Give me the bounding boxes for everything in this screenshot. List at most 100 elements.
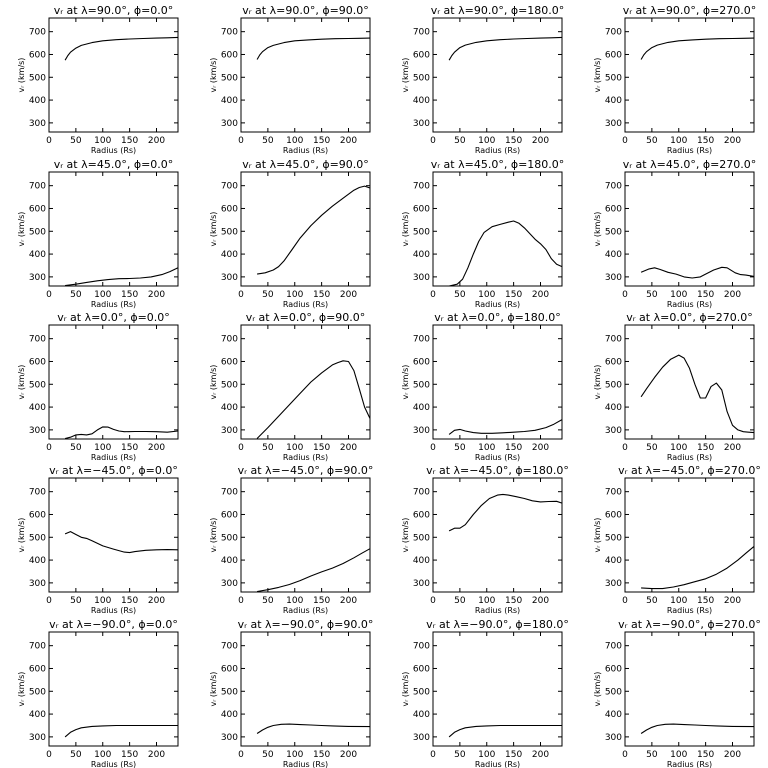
x-tick-label: 0 — [238, 443, 244, 453]
x-tick-label: 50 — [70, 750, 82, 760]
x-tick-label: 0 — [46, 443, 52, 453]
panel-title: vᵣ at λ=45.0°, ϕ=0.0° — [54, 158, 174, 171]
y-tick-label: 500 — [413, 380, 430, 390]
x-axis-label: Radius (Rs) — [91, 146, 136, 155]
series-line — [448, 493, 563, 532]
y-axis-label: vᵣ (km/s) — [593, 365, 602, 400]
x-tick-label: 0 — [238, 750, 244, 760]
y-tick-label: 600 — [29, 50, 46, 60]
x-tick-label: 50 — [454, 596, 466, 606]
x-tick-label: 50 — [70, 443, 82, 453]
y-tick-label: 400 — [413, 403, 430, 413]
x-tick-label: 200 — [148, 136, 165, 146]
x-tick-label: 150 — [121, 290, 138, 300]
panel-title: vᵣ at λ=0.0°, ϕ=180.0° — [434, 311, 561, 324]
y-tick-label: 600 — [29, 357, 46, 367]
y-tick-label: 700 — [413, 488, 430, 498]
series-line — [640, 266, 755, 279]
x-axis-label: Radius (Rs) — [91, 760, 136, 768]
y-axis-label: vᵣ (km/s) — [209, 212, 218, 247]
series-line — [64, 724, 178, 738]
series-line — [257, 548, 371, 593]
y-axis-label: vᵣ (km/s) — [401, 58, 410, 93]
panel-14: vᵣ at λ=−45.0°, ϕ=90.0° 0 50 100 150 200 300 40… — [209, 464, 373, 615]
y-tick-label: 500 — [605, 687, 622, 697]
y-tick-label: 600 — [605, 510, 622, 520]
x-tick-label: 50 — [646, 290, 658, 300]
y-tick-label: 500 — [29, 533, 46, 543]
y-tick-label: 700 — [413, 182, 430, 192]
panel-title: vᵣ at λ=−90.0°, ϕ=0.0° — [49, 618, 178, 631]
x-tick-label: 100 — [478, 290, 495, 300]
x-tick-label: 200 — [724, 290, 741, 300]
y-tick-label: 500 — [605, 380, 622, 390]
x-tick-label: 0 — [238, 596, 244, 606]
x-tick-label: 200 — [148, 750, 165, 760]
y-tick-label: 700 — [605, 642, 622, 652]
x-tick-label: 50 — [646, 750, 658, 760]
x-tick-label: 150 — [121, 443, 138, 453]
x-tick-label: 0 — [430, 596, 436, 606]
x-tick-label: 150 — [121, 136, 138, 146]
series-line — [448, 724, 562, 738]
x-axis-label: Radius (Rs) — [667, 146, 712, 155]
y-tick-label: 600 — [605, 664, 622, 674]
x-axis-label: Radius (Rs) — [667, 453, 712, 462]
x-tick-label: 0 — [46, 596, 52, 606]
y-axis-label: vᵣ (km/s) — [17, 672, 26, 707]
x-axis-label: Radius (Rs) — [91, 606, 136, 615]
x-tick-label: 150 — [313, 136, 330, 146]
y-tick-label: 600 — [413, 510, 430, 520]
plot-frame — [240, 171, 371, 287]
x-tick-label: 100 — [286, 136, 303, 146]
panel-8: vᵣ at λ=45.0°, ϕ=270.0° 0 50 100 150 200 300 40… — [593, 158, 756, 309]
panel-title: vᵣ at λ=0.0°, ϕ=0.0° — [57, 311, 170, 324]
x-tick-label: 50 — [454, 750, 466, 760]
y-tick-label: 400 — [221, 96, 238, 106]
y-tick-label: 700 — [29, 488, 46, 498]
y-tick-label: 400 — [605, 556, 622, 566]
x-tick-label: 150 — [121, 596, 138, 606]
x-tick-label: 200 — [148, 443, 165, 453]
x-tick-label: 50 — [646, 136, 658, 146]
panel-5: vᵣ at λ=45.0°, ϕ=0.0° 0 50 100 150 200 300 400 5… — [17, 158, 179, 309]
x-tick-label: 100 — [94, 290, 111, 300]
y-tick-label: 500 — [221, 73, 238, 83]
panel-title: vᵣ at λ=−90.0°, ϕ=180.0° — [426, 618, 569, 631]
panel-title: vᵣ at λ=90.0°, ϕ=0.0° — [54, 4, 174, 17]
series-line — [64, 531, 179, 554]
y-tick-label: 300 — [29, 426, 46, 436]
panel-16: vᵣ at λ=−45.0°, ϕ=270.0° 0 50 100 150 200 300 4… — [593, 464, 761, 615]
y-tick-label: 300 — [29, 579, 46, 589]
y-tick-label: 600 — [413, 204, 430, 214]
y-tick-label: 500 — [29, 380, 46, 390]
y-tick-label: 700 — [221, 335, 238, 345]
panel-2: vᵣ at λ=90.0°, ϕ=90.0° 0 50 100 150 200 300 400… — [209, 4, 371, 155]
x-tick-label: 200 — [340, 136, 357, 146]
y-tick-label: 400 — [413, 710, 430, 720]
x-tick-label: 150 — [313, 443, 330, 453]
y-tick-label: 700 — [29, 642, 46, 652]
y-tick-label: 600 — [413, 357, 430, 367]
y-tick-label: 600 — [221, 204, 238, 214]
y-axis-label: vᵣ (km/s) — [401, 518, 410, 553]
y-axis-label: vᵣ (km/s) — [593, 518, 602, 553]
y-tick-label: 300 — [221, 579, 238, 589]
y-axis-label: vᵣ (km/s) — [209, 518, 218, 553]
y-tick-label: 400 — [605, 403, 622, 413]
y-tick-label: 500 — [29, 687, 46, 697]
x-tick-label: 200 — [724, 136, 741, 146]
panel-9: vᵣ at λ=0.0°, ϕ=0.0° 0 50 100 150 200 300 400 50… — [17, 311, 179, 462]
y-tick-label: 300 — [29, 273, 46, 283]
y-tick-label: 300 — [413, 426, 430, 436]
y-tick-label: 300 — [605, 579, 622, 589]
y-tick-label: 600 — [413, 50, 430, 60]
y-tick-label: 600 — [221, 510, 238, 520]
series-line — [448, 419, 563, 435]
y-tick-label: 300 — [29, 733, 46, 743]
plot-frame — [624, 631, 755, 747]
x-axis-label: Radius (Rs) — [283, 760, 328, 768]
plot-frame — [240, 17, 371, 133]
panel-4: vᵣ at λ=90.0°, ϕ=270.0° 0 50 100 150 200 300 40… — [593, 4, 756, 155]
